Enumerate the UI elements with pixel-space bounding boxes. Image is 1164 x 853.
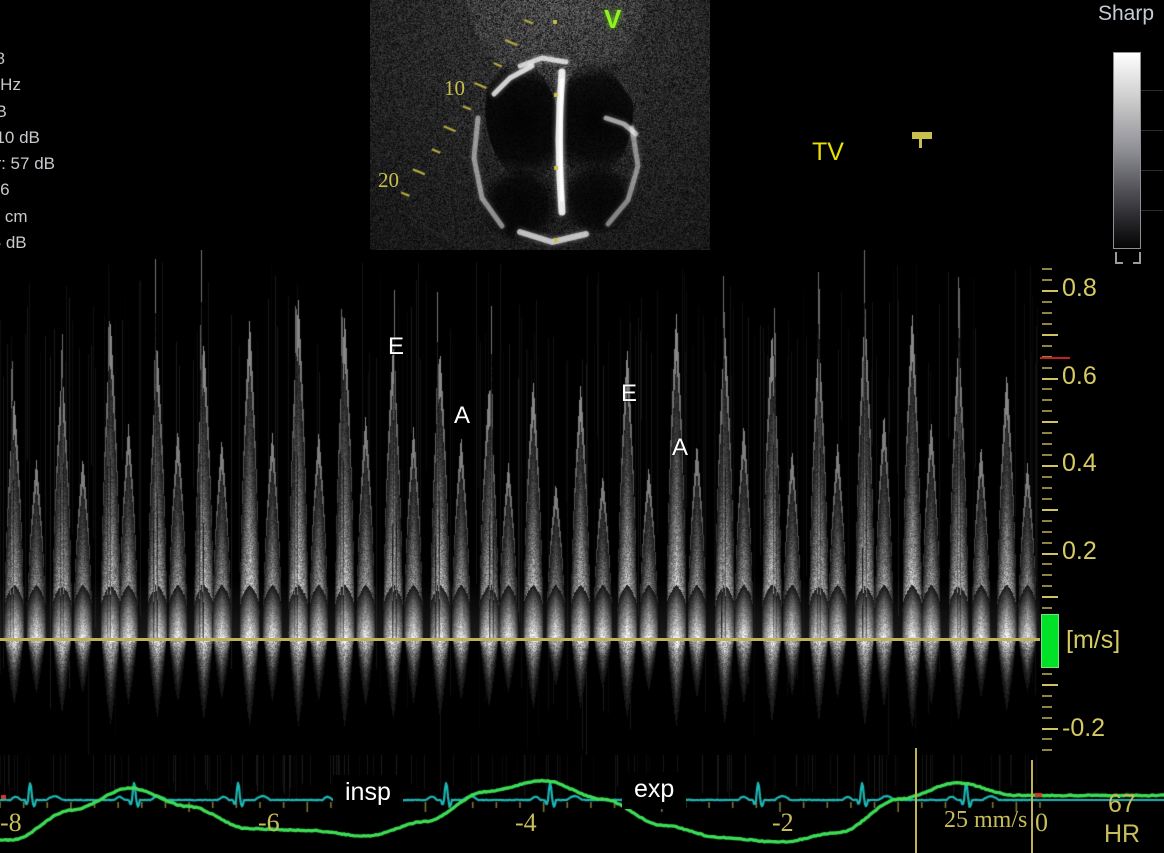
orientation-marker-v: V [604,4,622,34]
sample-volume-gate-icon[interactable] [912,132,932,139]
processing-label-sharp: Sharp [1098,2,1155,25]
param-line: dB [0,101,7,121]
doppler-annotation-e-1: E [388,333,405,360]
velocity-tick-major [1042,508,1058,511]
velocity-tick-minor [1042,344,1052,347]
depth-label-20: 20 [378,168,399,192]
velocity-tick-major [1042,552,1058,555]
doppler-annotation-a-2: A [672,434,689,461]
velocity-tick-minor [1042,388,1052,391]
velocity-tick-minor [1042,486,1052,489]
respiration-tag-insp: insp [333,775,403,812]
tricuspid-valve-label: TV [812,138,844,166]
cursor-line-left[interactable] [915,748,917,853]
velocity-tick-minor [1042,607,1052,610]
velocity-tick-major [1042,465,1058,467]
param-line: 3.6 [0,180,10,200]
velocity-tick-minor [1042,716,1052,719]
roi-corner-bracket-icon [1115,252,1143,266]
velocity-tick-minor [1042,563,1052,566]
param-line: or: 57 dB [0,154,55,174]
heart-rate-value: 67 [1108,790,1136,818]
velocity-label-0-6: 0.6 [1062,362,1097,390]
velocity-tick-minor [1042,268,1052,271]
time-label-neg4: -4 [515,808,537,837]
velocity-label-0-4: 0.4 [1062,449,1097,477]
ecg-respiration-canvas [0,755,1164,853]
sweep-speed-label: 25 mm/s [944,807,1028,833]
velocity-tick-minor [1042,432,1052,435]
velocity-label-neg-0-2: -0.2 [1062,714,1106,742]
velocity-tick-major [1042,333,1058,336]
velocity-tick-major [1042,683,1058,686]
param-line: 48 [0,49,5,68]
time-label-neg2: -2 [772,808,794,837]
velocity-tick-major [1042,421,1058,424]
velocity-red-marker [1040,357,1070,359]
velocity-tick-minor [1042,399,1052,402]
bmode-sector-image[interactable] [370,0,932,250]
velocity-tick-minor [1042,410,1052,413]
velocity-tick-minor [1042,519,1052,522]
velocity-tick-minor [1042,694,1052,697]
velocity-tick-minor [1042,705,1052,708]
velocity-tick-minor [1042,738,1052,741]
velocity-tick-minor [1042,530,1052,533]
heart-rate-unit: HR [1104,820,1141,848]
velocity-tick-major [1042,596,1058,599]
velocity-tick-minor [1042,749,1052,752]
velocity-tick-minor [1042,355,1052,358]
velocity-tick-minor [1042,454,1052,457]
param-line: -5 dB [0,233,27,253]
velocity-unit-label: [m/s] [1066,626,1121,654]
velocity-tick-minor [1042,279,1052,282]
velocity-tick-minor [1042,541,1052,544]
velocity-tick-major [1042,727,1058,730]
velocity-tick-minor [1042,311,1052,314]
spectral-doppler-canvas [0,250,1040,810]
physio-trace-strip[interactable] [0,755,1164,853]
velocity-tick-minor [1042,300,1052,303]
velocity-tick-major [1042,377,1058,380]
param-line: : 10 dB [0,127,40,147]
respiration-tag-exp: exp [622,772,687,809]
velocity-tick-major [1042,290,1058,292]
doppler-zero-baseline [0,638,1040,641]
grayscale-colorbar[interactable] [1113,52,1141,249]
doppler-annotation-e-2: E [621,380,638,407]
depth-label-10: 10 [444,76,465,100]
velocity-tick-minor [1042,585,1052,588]
velocity-tick-minor [1042,475,1052,478]
velocity-tick-minor [1042,497,1052,500]
velocity-tick-minor [1042,366,1052,369]
velocity-tick-minor [1042,672,1052,675]
time-label-neg6: -6 [258,808,280,837]
velocity-tick-minor [1042,443,1052,446]
grayscale-colorbar-ticks [1141,52,1163,248]
param-line: .0 cm [0,206,28,226]
top-region: 48 MHz dB : 10 dB or: 57 dB 3.6 .0 cm -5… [0,0,1164,357]
velocity-label-0-2: 0.2 [1062,537,1097,565]
param-line: MHz [0,75,21,95]
velocity-scale[interactable]: 0.8 0.6 0.4 0.2 -0.2 [m/s] [1040,250,1164,810]
velocity-tick-minor [1042,322,1052,325]
spectral-doppler-display[interactable] [0,250,1040,810]
doppler-annotation-a-1: A [454,402,471,429]
cursor-line-right[interactable] [1031,760,1033,853]
bmode-sector-canvas [370,0,710,250]
baseline-gate-marker[interactable] [1041,614,1059,668]
time-label-neg8: -8 [0,808,22,837]
time-label-0: 0 [1035,808,1048,837]
sample-volume-stem-icon [919,139,922,148]
velocity-label-0-8: 0.8 [1062,274,1097,302]
velocity-tick-minor [1042,574,1052,577]
